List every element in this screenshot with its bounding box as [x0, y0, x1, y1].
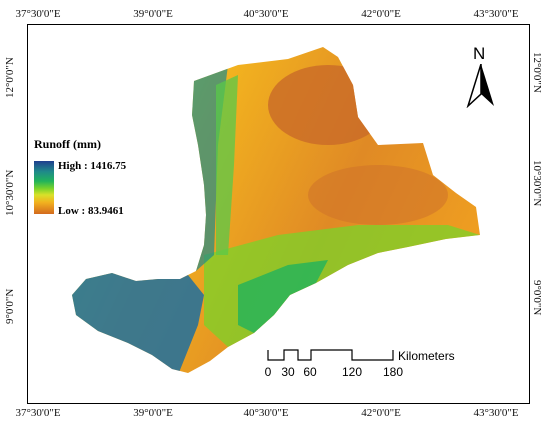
scale-tick-label: 180: [382, 365, 404, 379]
scale-tick-label: 30: [281, 365, 295, 379]
lon-tick-top: 39°0'0"E: [133, 8, 173, 20]
lon-tick-bottom: 40°30'0"E: [243, 407, 289, 419]
lon-tick-bottom: 37°30'0"E: [15, 407, 61, 419]
north-arrow-icon: [466, 64, 494, 108]
lon-tick-top: 42°0'0"E: [361, 8, 401, 20]
lon-tick-bottom: 43°30'0"E: [473, 407, 519, 419]
scale-unit-label: Kilometers: [398, 349, 455, 363]
scale-tick-label: 60: [303, 365, 317, 379]
lat-tick-right: 9°0'0"N: [531, 280, 543, 316]
lat-tick-right: 12°0'0"N: [531, 52, 543, 93]
north-letter: N: [473, 44, 486, 63]
lat-tick-left: 9°0'0"N: [4, 288, 16, 324]
legend-high-label: High : 1416.75: [58, 160, 127, 172]
lat-tick-right: 10°30'0"N: [531, 160, 543, 207]
legend-color-ramp: [34, 161, 54, 214]
scale-bar: [267, 349, 394, 361]
legend-low-label: Low : 83.9461: [58, 205, 124, 217]
runoff-map: [72, 47, 480, 373]
lon-tick-top: 40°30'0"E: [243, 8, 289, 20]
lon-tick-top: 37°30'0"E: [15, 8, 61, 20]
scale-tick-label: 0: [264, 365, 272, 379]
lat-tick-left: 12°0'0"N: [4, 57, 16, 98]
north-arrow: N: [466, 44, 496, 108]
lat-tick-left: 10°30'0"N: [4, 169, 16, 216]
lon-tick-top: 43°30'0"E: [473, 8, 519, 20]
lon-tick-bottom: 39°0'0"E: [133, 407, 173, 419]
legend-title: Runoff (mm): [34, 137, 101, 151]
lon-tick-bottom: 42°0'0"E: [361, 407, 401, 419]
scale-tick-label: 120: [341, 365, 363, 379]
